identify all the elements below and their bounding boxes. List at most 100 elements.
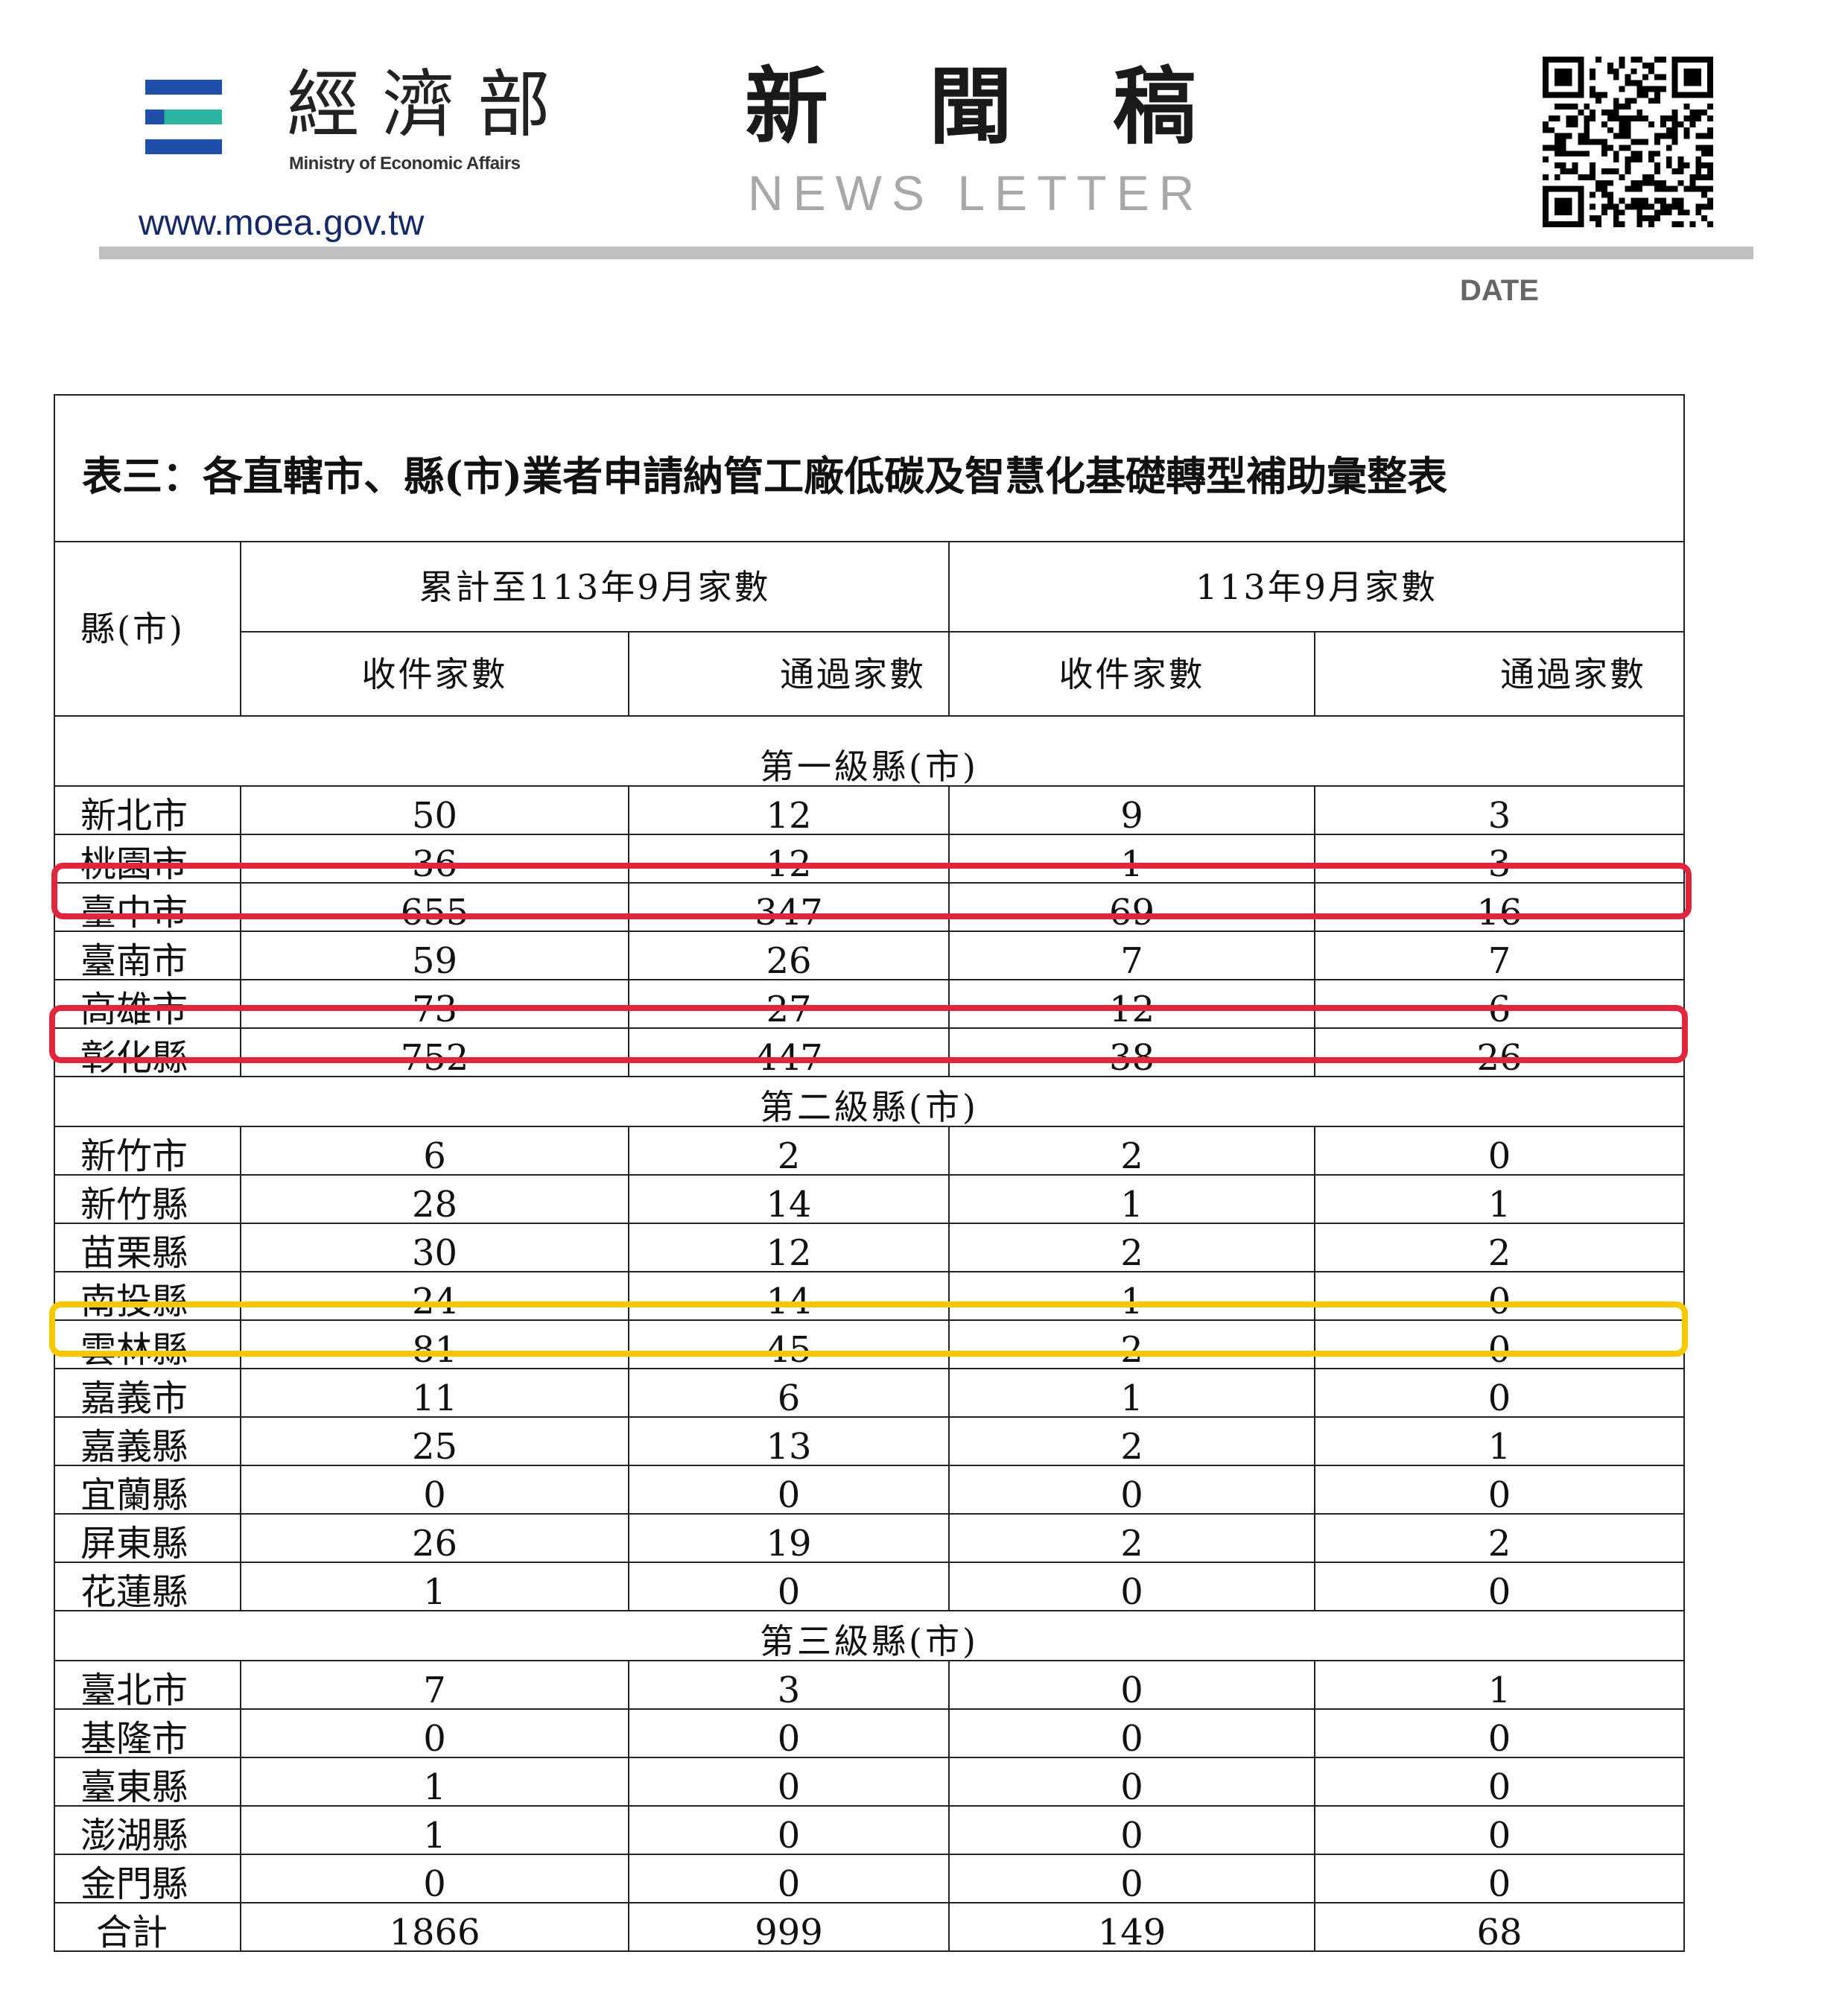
cell-value: 7 [240,1660,629,1710]
date-label: DATE [1460,274,1539,307]
table-row: 嘉義縣 25 13 2 1 [54,1416,1686,1466]
table-row: 臺中市 655 347 69 16 [54,882,1686,932]
logo-bar-top [145,80,222,95]
cell-value: 0 [1313,1562,1686,1611]
cell-value: 0 [1313,1805,1686,1855]
cell-value: 30 [240,1223,629,1272]
cell-value: 1 [1313,1416,1686,1466]
table-row: 宜蘭縣 0 0 0 0 [54,1465,1686,1515]
cell-value: 0 [948,1708,1315,1758]
cell-value: 45 [628,1319,950,1369]
total-value: 1866 [240,1902,629,1952]
cell-value: 6 [240,1126,629,1176]
cell-value: 0 [948,1757,1315,1807]
cell-value: 14 [628,1271,950,1321]
cell-value: 1 [240,1757,629,1807]
county-name: 宜蘭縣 [54,1465,241,1515]
cell-value: 19 [628,1513,950,1563]
group-header-cumulative: 累計至113年9月家數 [240,541,950,633]
cell-value: 6 [628,1368,950,1418]
group-header-month: 113年9月家數 [947,541,1686,633]
logo-bar-middle [145,110,222,124]
cell-value: 2 [1313,1223,1686,1272]
cell-value: 0 [1313,1708,1686,1758]
cell-value: 1 [240,1562,629,1611]
total-label: 合計 [54,1902,241,1952]
cell-value: 9 [948,785,1315,835]
cell-value: 347 [628,882,950,932]
table-row: 澎湖縣 1 0 0 0 [54,1805,1686,1855]
table-row: 臺南市 59 26 7 7 [54,931,1686,980]
county-name: 臺東縣 [54,1757,241,1807]
cell-value: 50 [240,785,629,835]
cell-value: 3 [628,1660,950,1710]
ministry-name-en: Ministry of Economic Affairs [289,153,521,174]
county-name: 臺北市 [54,1660,241,1710]
cell-value: 0 [948,1660,1315,1710]
sub-header-received: 收件家數 [240,631,629,717]
cell-value: 2 [948,1416,1315,1466]
table-row: 新竹市 6 2 2 0 [54,1126,1686,1176]
cell-value: 1 [948,1271,1315,1321]
sub-header-approved: 通過家數 [628,631,950,717]
cell-value: 0 [628,1562,950,1611]
table-row: 南投縣 24 14 1 0 [54,1271,1686,1321]
cell-value: 27 [628,979,950,1029]
cell-value: 59 [240,931,629,980]
table-row: 雲林縣 81 45 2 0 [54,1319,1686,1369]
county-name: 嘉義縣 [54,1416,241,1466]
county-name: 澎湖縣 [54,1805,241,1855]
table-row: 苗栗縣 30 12 2 2 [54,1223,1686,1272]
qr-code-icon [1543,57,1713,227]
cell-value: 2 [948,1126,1315,1176]
cell-value: 26 [240,1513,629,1563]
cell-value: 6 [1313,979,1686,1029]
table-row: 臺東縣 1 0 0 0 [54,1757,1686,1807]
cell-value: 0 [948,1805,1315,1855]
section-header: 第二級縣(市) [53,1076,1686,1127]
cell-value: 1 [948,1174,1315,1224]
cell-value: 25 [240,1416,629,1466]
sub-header-approved: 通過家數 [1313,631,1686,717]
cell-value: 2 [948,1319,1315,1369]
cell-value: 11 [240,1368,629,1418]
cell-value: 38 [948,1027,1315,1077]
table-row: 新北市 50 12 9 3 [54,785,1686,835]
cell-value: 26 [628,931,950,980]
cell-value: 2 [948,1223,1315,1272]
cell-value: 12 [628,1223,950,1272]
county-name: 金門縣 [54,1854,241,1903]
cell-value: 28 [240,1174,629,1224]
cell-value: 0 [628,1854,950,1903]
county-name: 新竹市 [54,1126,241,1176]
county-name: 新竹縣 [54,1174,241,1224]
cell-value: 0 [1313,1368,1686,1418]
total-value: 999 [628,1902,950,1952]
table-row: 基隆市 0 0 0 0 [54,1708,1686,1758]
subsidy-summary-table: 表三：各直轄市、縣(市)業者申請納管工廠低碳及智慧化基礎轉型補助彙整表 縣(市)… [53,394,1686,1952]
table-row: 屏東縣 26 19 2 2 [54,1513,1686,1563]
cell-value: 2 [948,1513,1315,1563]
cell-value: 0 [948,1465,1315,1515]
cell-value: 12 [628,834,950,884]
cell-value: 7 [1313,931,1686,980]
cell-value: 0 [1313,1757,1686,1807]
highlight-box-red [49,1005,1688,1063]
county-name: 南投縣 [54,1271,241,1321]
website-link[interactable]: www.moea.gov.tw [139,203,425,243]
cell-value: 0 [240,1854,629,1903]
cell-value: 655 [240,882,629,932]
doc-type-cn: 新聞稿 [745,59,1297,156]
section-header: 第一級縣(市) [53,715,1686,787]
cell-value: 24 [240,1271,629,1321]
section-header: 第三級縣(市) [53,1610,1686,1661]
cell-value: 3 [1313,785,1686,835]
table-row: 臺北市 7 3 0 1 [54,1660,1686,1710]
cell-value: 1 [1313,1174,1686,1224]
cell-value: 0 [628,1757,950,1807]
sub-header-received: 收件家數 [948,631,1315,717]
cell-value: 7 [948,931,1315,980]
cell-value: 16 [1313,882,1686,932]
cell-value: 0 [1313,1271,1686,1321]
cell-value: 14 [628,1174,950,1224]
